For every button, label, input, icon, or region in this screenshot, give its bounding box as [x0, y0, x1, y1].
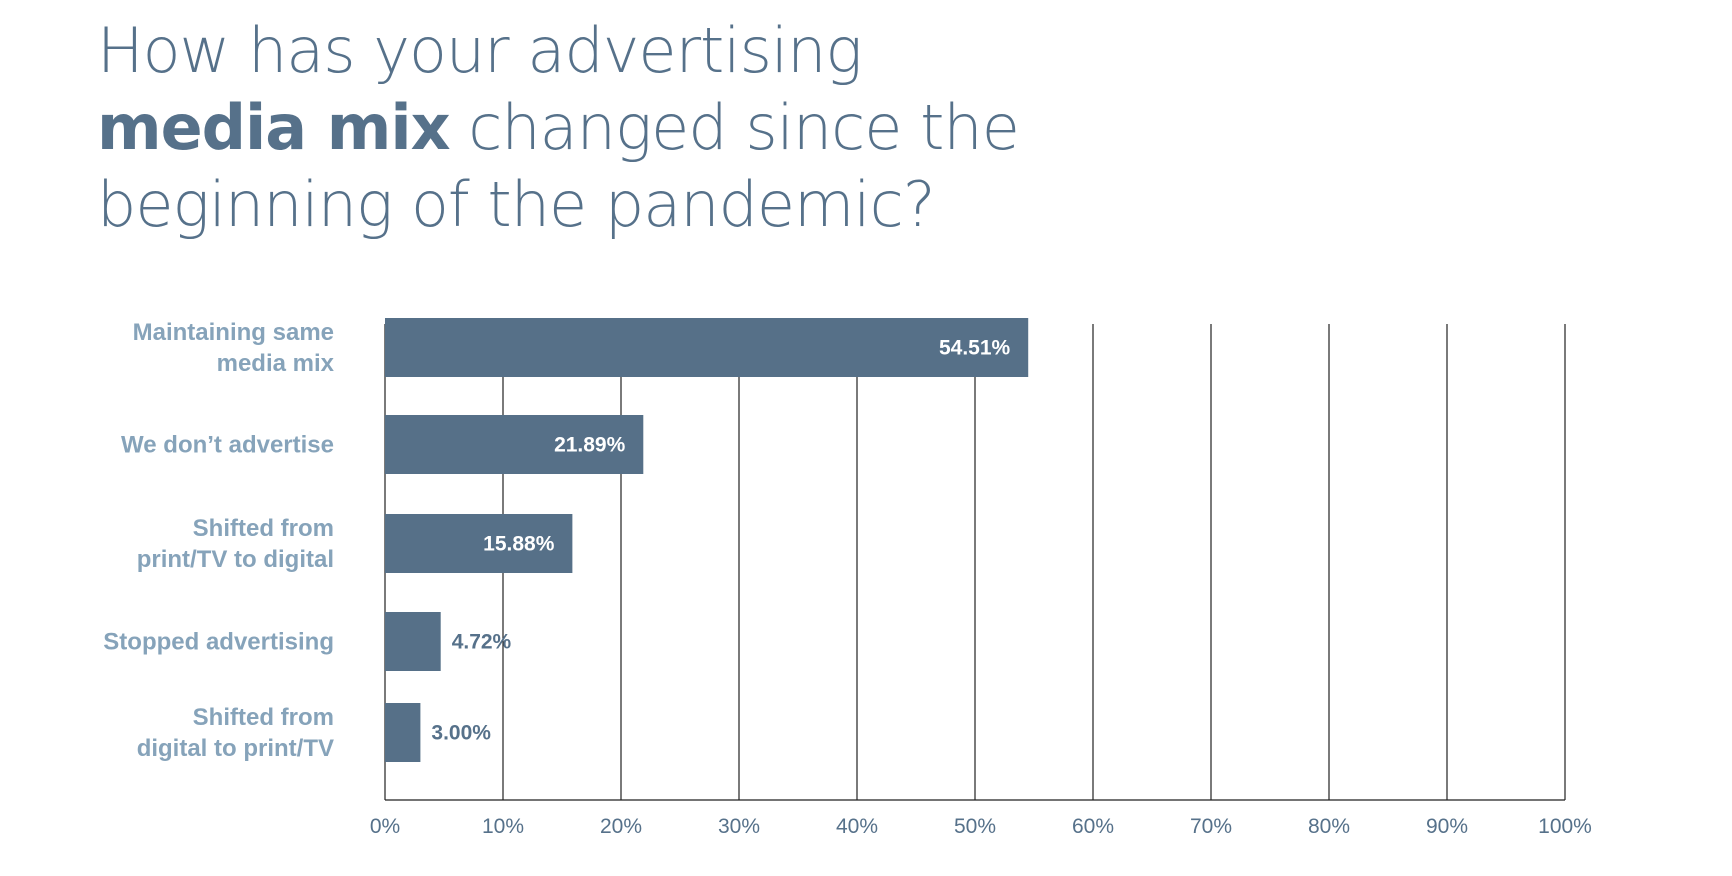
category-label-line: media mix [217, 350, 335, 377]
title-emphasis: media mix [97, 91, 451, 164]
data-label-4: 3.00% [431, 722, 491, 745]
category-label-line: Shifted from [193, 704, 334, 731]
bar-2 [385, 514, 573, 573]
category-label-line: Maintaining same [133, 319, 334, 346]
chart-title: How has your advertising media mix chang… [97, 12, 1020, 243]
title-line-2: media mix changed since the [97, 89, 1020, 166]
category-label-3: Stopped advertising [103, 629, 334, 656]
x-tick-label-70: 70% [1190, 815, 1232, 838]
bar-1 [385, 415, 644, 474]
x-tick-label-0: 0% [370, 815, 400, 838]
data-label-1: 21.89% [554, 434, 626, 457]
x-tick-label-50: 50% [954, 815, 996, 838]
title-line-1: How has your advertising [97, 14, 863, 87]
bar-3 [385, 612, 441, 671]
x-tick-label-100: 100% [1538, 815, 1592, 838]
category-label-line: digital to print/TV [137, 735, 334, 762]
x-tick-label-40: 40% [836, 815, 878, 838]
category-label-line: print/TV to digital [137, 546, 334, 573]
category-label-2: Shifted from print/TV to digital [137, 515, 334, 573]
title-line-2-rest: changed since the [449, 91, 1020, 164]
category-label-0: Maintaining same media mix [133, 319, 335, 377]
x-tick-label-30: 30% [718, 815, 760, 838]
bar-0 [385, 318, 1029, 377]
category-label-line: We don’t advertise [121, 432, 334, 459]
category-label-line: Stopped advertising [103, 629, 334, 656]
data-label-3: 4.72% [452, 631, 512, 654]
category-label-4: Shifted from digital to print/TV [137, 704, 334, 762]
bar-4 [385, 703, 421, 762]
category-label-line: Shifted from [193, 515, 334, 542]
data-label-0: 54.51% [939, 337, 1011, 360]
title-line-3: beginning of the pandemic? [97, 168, 936, 241]
x-tick-label-20: 20% [600, 815, 642, 838]
x-tick-label-10: 10% [482, 815, 524, 838]
category-label-1: We don’t advertise [121, 432, 334, 459]
x-tick-label-90: 90% [1426, 815, 1468, 838]
data-label-2: 15.88% [483, 533, 555, 556]
x-tick-label-80: 80% [1308, 815, 1350, 838]
x-tick-label-60: 60% [1072, 815, 1114, 838]
